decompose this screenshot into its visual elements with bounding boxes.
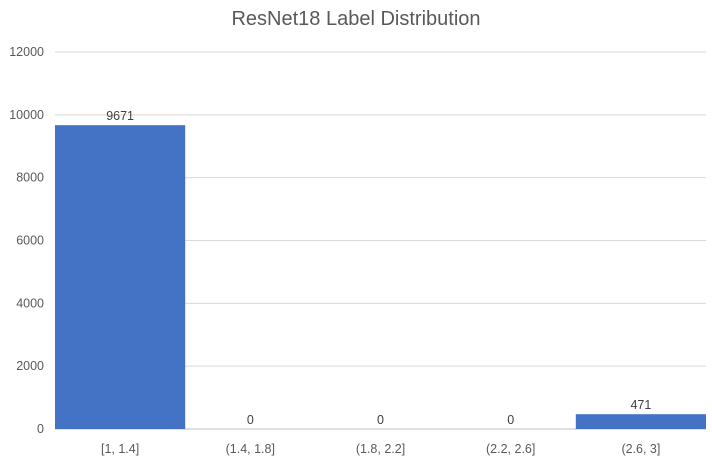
data-label: 0 [377, 413, 384, 427]
data-labels: 9671 0 0 0 471 [106, 109, 651, 427]
data-label: 471 [630, 398, 651, 412]
chart-title: ResNet18 Label Distribution [231, 8, 481, 30]
y-tick-label: 6000 [16, 234, 44, 248]
x-axis-ticks: [1, 1.4] (1.4, 1.8] (1.8, 2.2] (2.2, 2.6] (2… [101, 442, 660, 456]
x-tick-label: (1.8, 2.2] [356, 442, 405, 456]
y-axis-ticks: 0 2000 4000 6000 8000 10000 12000 [9, 45, 44, 436]
data-label: 0 [247, 413, 254, 427]
y-tick-label: 0 [37, 422, 44, 436]
x-tick-label: (2.6, 3] [621, 442, 660, 456]
data-label: 9671 [106, 109, 134, 123]
x-tick-label: [1, 1.4] [101, 442, 139, 456]
y-tick-label: 4000 [16, 296, 44, 310]
y-tick-label: 8000 [16, 171, 44, 185]
y-tick-label: 2000 [16, 359, 44, 373]
y-tick-label: 10000 [9, 108, 44, 122]
bars [55, 125, 706, 429]
bar [575, 414, 706, 429]
y-tick-label: 12000 [9, 45, 44, 59]
x-tick-label: (1.4, 1.8] [226, 442, 275, 456]
x-tick-label: (2.2, 2.6] [486, 442, 535, 456]
data-label: 0 [507, 413, 514, 427]
bar [55, 125, 186, 429]
